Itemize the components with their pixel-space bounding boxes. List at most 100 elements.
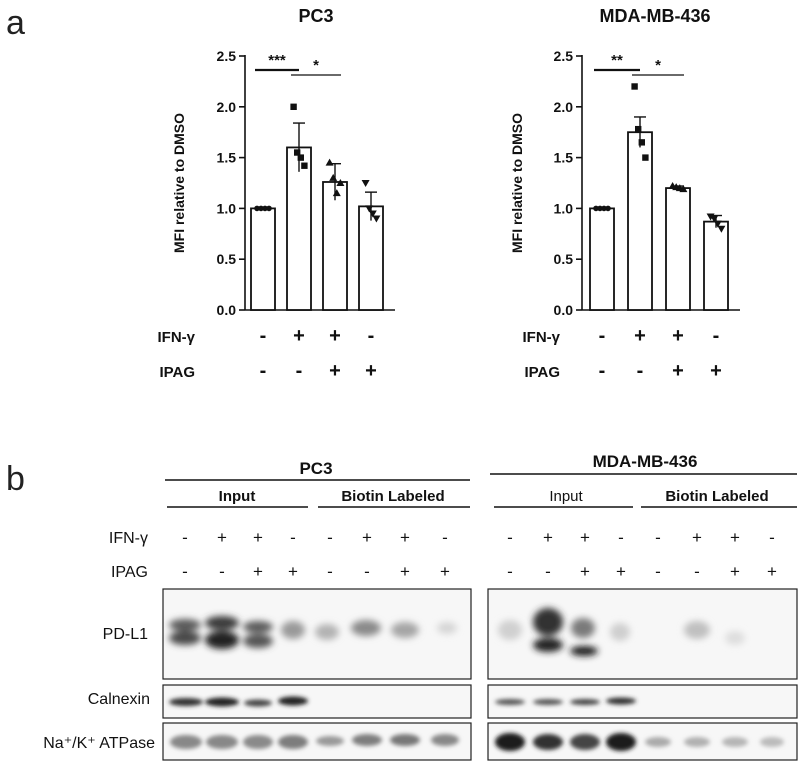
data-point xyxy=(638,139,645,146)
y-tick-label: 1.5 xyxy=(217,150,237,166)
bar xyxy=(250,207,276,311)
ipag-row-label-mda: IPAG xyxy=(524,364,560,381)
wb-ifn-sign: + xyxy=(217,528,227,547)
wb-ipag-sign: + xyxy=(288,562,298,581)
wb-ipag-sign: + xyxy=(580,562,590,581)
ipag-sign: - xyxy=(260,360,267,382)
pc3-input-label: Input xyxy=(219,488,256,505)
y-axis-label: MFI relative to DMSO xyxy=(509,113,525,253)
y-tick-label: 0.5 xyxy=(554,251,574,267)
wb-ifn-sign: - xyxy=(290,528,296,547)
data-point xyxy=(266,205,272,212)
data-point xyxy=(642,154,649,161)
mda-blot-title: MDA-MB-436 xyxy=(593,452,698,471)
wb-ifn-sign: - xyxy=(507,528,513,547)
ifn-sign: - xyxy=(713,325,720,347)
wb-ipag-sign: - xyxy=(507,562,513,581)
wb-ifn-sign: - xyxy=(655,528,661,547)
data-point xyxy=(710,215,719,223)
ipag-row-label-pc3: IPAG xyxy=(159,364,195,381)
data-point xyxy=(294,149,301,156)
data-point xyxy=(713,220,722,228)
data-point xyxy=(262,205,268,212)
ipag-sign: + xyxy=(710,360,722,382)
ifn-sign: + xyxy=(672,325,684,347)
data-point xyxy=(258,205,264,212)
wb-ipag-sign: + xyxy=(730,562,740,581)
wb-ifn-sign: + xyxy=(362,528,372,547)
ipag-sign: - xyxy=(637,360,644,382)
y-axis-label: MFI relative to DMSO xyxy=(171,113,187,253)
data-point xyxy=(365,205,374,213)
data-point xyxy=(297,154,304,161)
data-point xyxy=(336,179,345,186)
wb-ifn-sign: + xyxy=(400,528,410,547)
y-tick-label: 1.0 xyxy=(554,200,574,216)
wb-ipag-sign: - xyxy=(219,562,225,581)
y-tick-label: 0.0 xyxy=(217,302,237,318)
wb-ifn-label: IFN-γ xyxy=(109,530,148,547)
pdl1-band-label: PD-L1 xyxy=(103,626,148,643)
data-point xyxy=(325,158,334,166)
data-point xyxy=(679,185,688,193)
wb-ipag-sign: + xyxy=(767,562,777,581)
bar xyxy=(358,205,384,311)
wb-ifn-sign: + xyxy=(580,528,590,547)
chart-title: PC3 xyxy=(298,6,333,26)
data-point xyxy=(635,125,642,133)
pdl1-blot-pc3 xyxy=(162,588,472,680)
panel-b-header: PC3 MDA-MB-436 Input Biotin Labeled Inpu… xyxy=(109,452,797,581)
y-tick-label: 2.5 xyxy=(554,48,574,64)
data-point xyxy=(254,205,260,212)
data-point xyxy=(706,213,715,221)
y-tick-label: 1.5 xyxy=(554,150,574,166)
bar xyxy=(703,220,729,311)
wb-ipag-sign: - xyxy=(364,562,370,581)
ifn-sign: + xyxy=(293,325,305,347)
bar xyxy=(665,187,691,311)
wb-ifn-sign: + xyxy=(692,528,702,547)
wb-ifn-sign: - xyxy=(442,528,448,547)
wb-ifn-sign: - xyxy=(618,528,624,547)
pc3-bar-chart: PC3 MFI relative to DMSO 0.0 0.5 1.0 1.5 2.0 2.… xyxy=(171,6,395,318)
significance-label: ** xyxy=(611,52,623,69)
ipag-sign: + xyxy=(329,360,341,382)
atpase-band-label: Na⁺/K⁺ ATPase xyxy=(43,735,155,752)
ipag-sign: + xyxy=(672,360,684,382)
significance-label: *** xyxy=(268,52,286,69)
wb-ipag-sign: + xyxy=(400,562,410,581)
bar xyxy=(286,146,312,311)
ifn-row-label-mda: IFN-γ xyxy=(523,329,561,346)
y-tick-label: 1.0 xyxy=(217,200,237,216)
bar xyxy=(322,181,348,311)
wb-ifn-sign: - xyxy=(182,528,188,547)
wb-ipag-sign: - xyxy=(545,562,551,581)
data-point xyxy=(593,205,599,212)
ipag-sign: - xyxy=(296,360,303,382)
significance-label: * xyxy=(313,57,319,74)
y-tick-label: 2.0 xyxy=(554,99,574,115)
bar xyxy=(627,131,653,311)
data-point xyxy=(368,210,377,218)
wb-ipag-sign: - xyxy=(694,562,700,581)
calnexin-band-label: Calnexin xyxy=(88,691,150,708)
data-point xyxy=(597,205,603,212)
significance-label: * xyxy=(655,57,661,74)
wb-ipag-sign: - xyxy=(655,562,661,581)
ifn-sign: - xyxy=(260,325,267,347)
data-point xyxy=(290,103,297,110)
y-tick-label: 2.0 xyxy=(217,99,237,115)
wb-ipag-label: IPAG xyxy=(111,564,148,581)
chart-title: MDA-MB-436 xyxy=(599,6,710,26)
data-point xyxy=(372,215,381,223)
calnexin-blot-mda xyxy=(487,684,798,719)
panel-b-letter: b xyxy=(6,460,25,498)
pc3-blot-title: PC3 xyxy=(299,459,332,478)
mda-bar-chart: MDA-MB-436 MFI relative to DMSO 0.0 0.5 1.0 1… xyxy=(509,6,740,318)
ifn-sign: - xyxy=(599,325,606,347)
bar xyxy=(589,207,615,311)
pdl1-blot-mda xyxy=(487,588,798,680)
calnexin-blot-pc3 xyxy=(162,684,472,719)
panel-b-treatment-signs: - + + - - + + - - - + + - - + + - + + - - + + - - - + + - - + + xyxy=(182,528,777,581)
